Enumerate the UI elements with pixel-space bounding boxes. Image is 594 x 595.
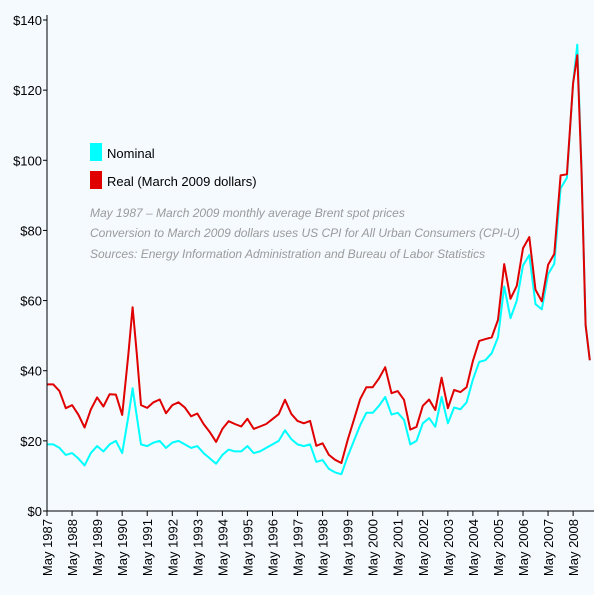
x-tick-label: May 1998: [316, 519, 331, 576]
x-tick-label: May 2001: [391, 519, 406, 576]
x-tick-label: May 1992: [165, 519, 180, 576]
x-tick-label: May 1996: [265, 519, 280, 576]
x-tick-label: May 1988: [65, 519, 80, 576]
x-tick-label: May 1993: [190, 519, 205, 576]
x-tick-label: May 1994: [215, 519, 230, 576]
series-line: [47, 43, 591, 476]
annotation: Conversion to March 2009 dollars uses US…: [90, 226, 520, 240]
y-tick-label: $80: [20, 223, 42, 238]
x-tick-label: May 1991: [140, 519, 155, 576]
x-tick-label: May 2005: [491, 519, 506, 576]
x-tick-label: May 1990: [115, 519, 130, 576]
x-tick-label: May 1997: [291, 519, 306, 576]
x-tick-label: May 2008: [566, 519, 581, 576]
series-line: [47, 54, 591, 464]
y-tick-label: $60: [20, 294, 42, 309]
x-tick-label: May 1989: [90, 519, 105, 576]
y-tick-label: $40: [20, 364, 42, 379]
x-tick-label: May 2006: [516, 519, 531, 576]
x-tick-label: May 1995: [240, 519, 255, 576]
annotation: Sources: Energy Information Administrati…: [90, 247, 485, 261]
x-tick-label: May 1987: [40, 519, 55, 576]
legend-swatch: [90, 143, 102, 161]
y-tick-label: $100: [13, 153, 42, 168]
x-tick-label: May 2004: [466, 519, 481, 576]
x-tick-label: May 2007: [541, 519, 556, 576]
legend-swatch: [90, 171, 102, 189]
y-tick-label: $20: [20, 434, 42, 449]
y-tick-label: $120: [13, 83, 42, 98]
x-tick-label: May 2000: [366, 519, 381, 576]
y-tick-label: $0: [28, 504, 42, 519]
legend-label: Real (March 2009 dollars): [107, 174, 257, 189]
y-tick-label: $140: [13, 13, 42, 28]
legend-label: Nominal: [107, 146, 155, 161]
x-tick-label: May 1999: [341, 519, 356, 576]
x-tick-label: May 2002: [416, 519, 431, 576]
x-tick-label: May 2003: [441, 519, 456, 576]
annotation: May 1987 – March 2009 monthly average Br…: [90, 206, 405, 220]
